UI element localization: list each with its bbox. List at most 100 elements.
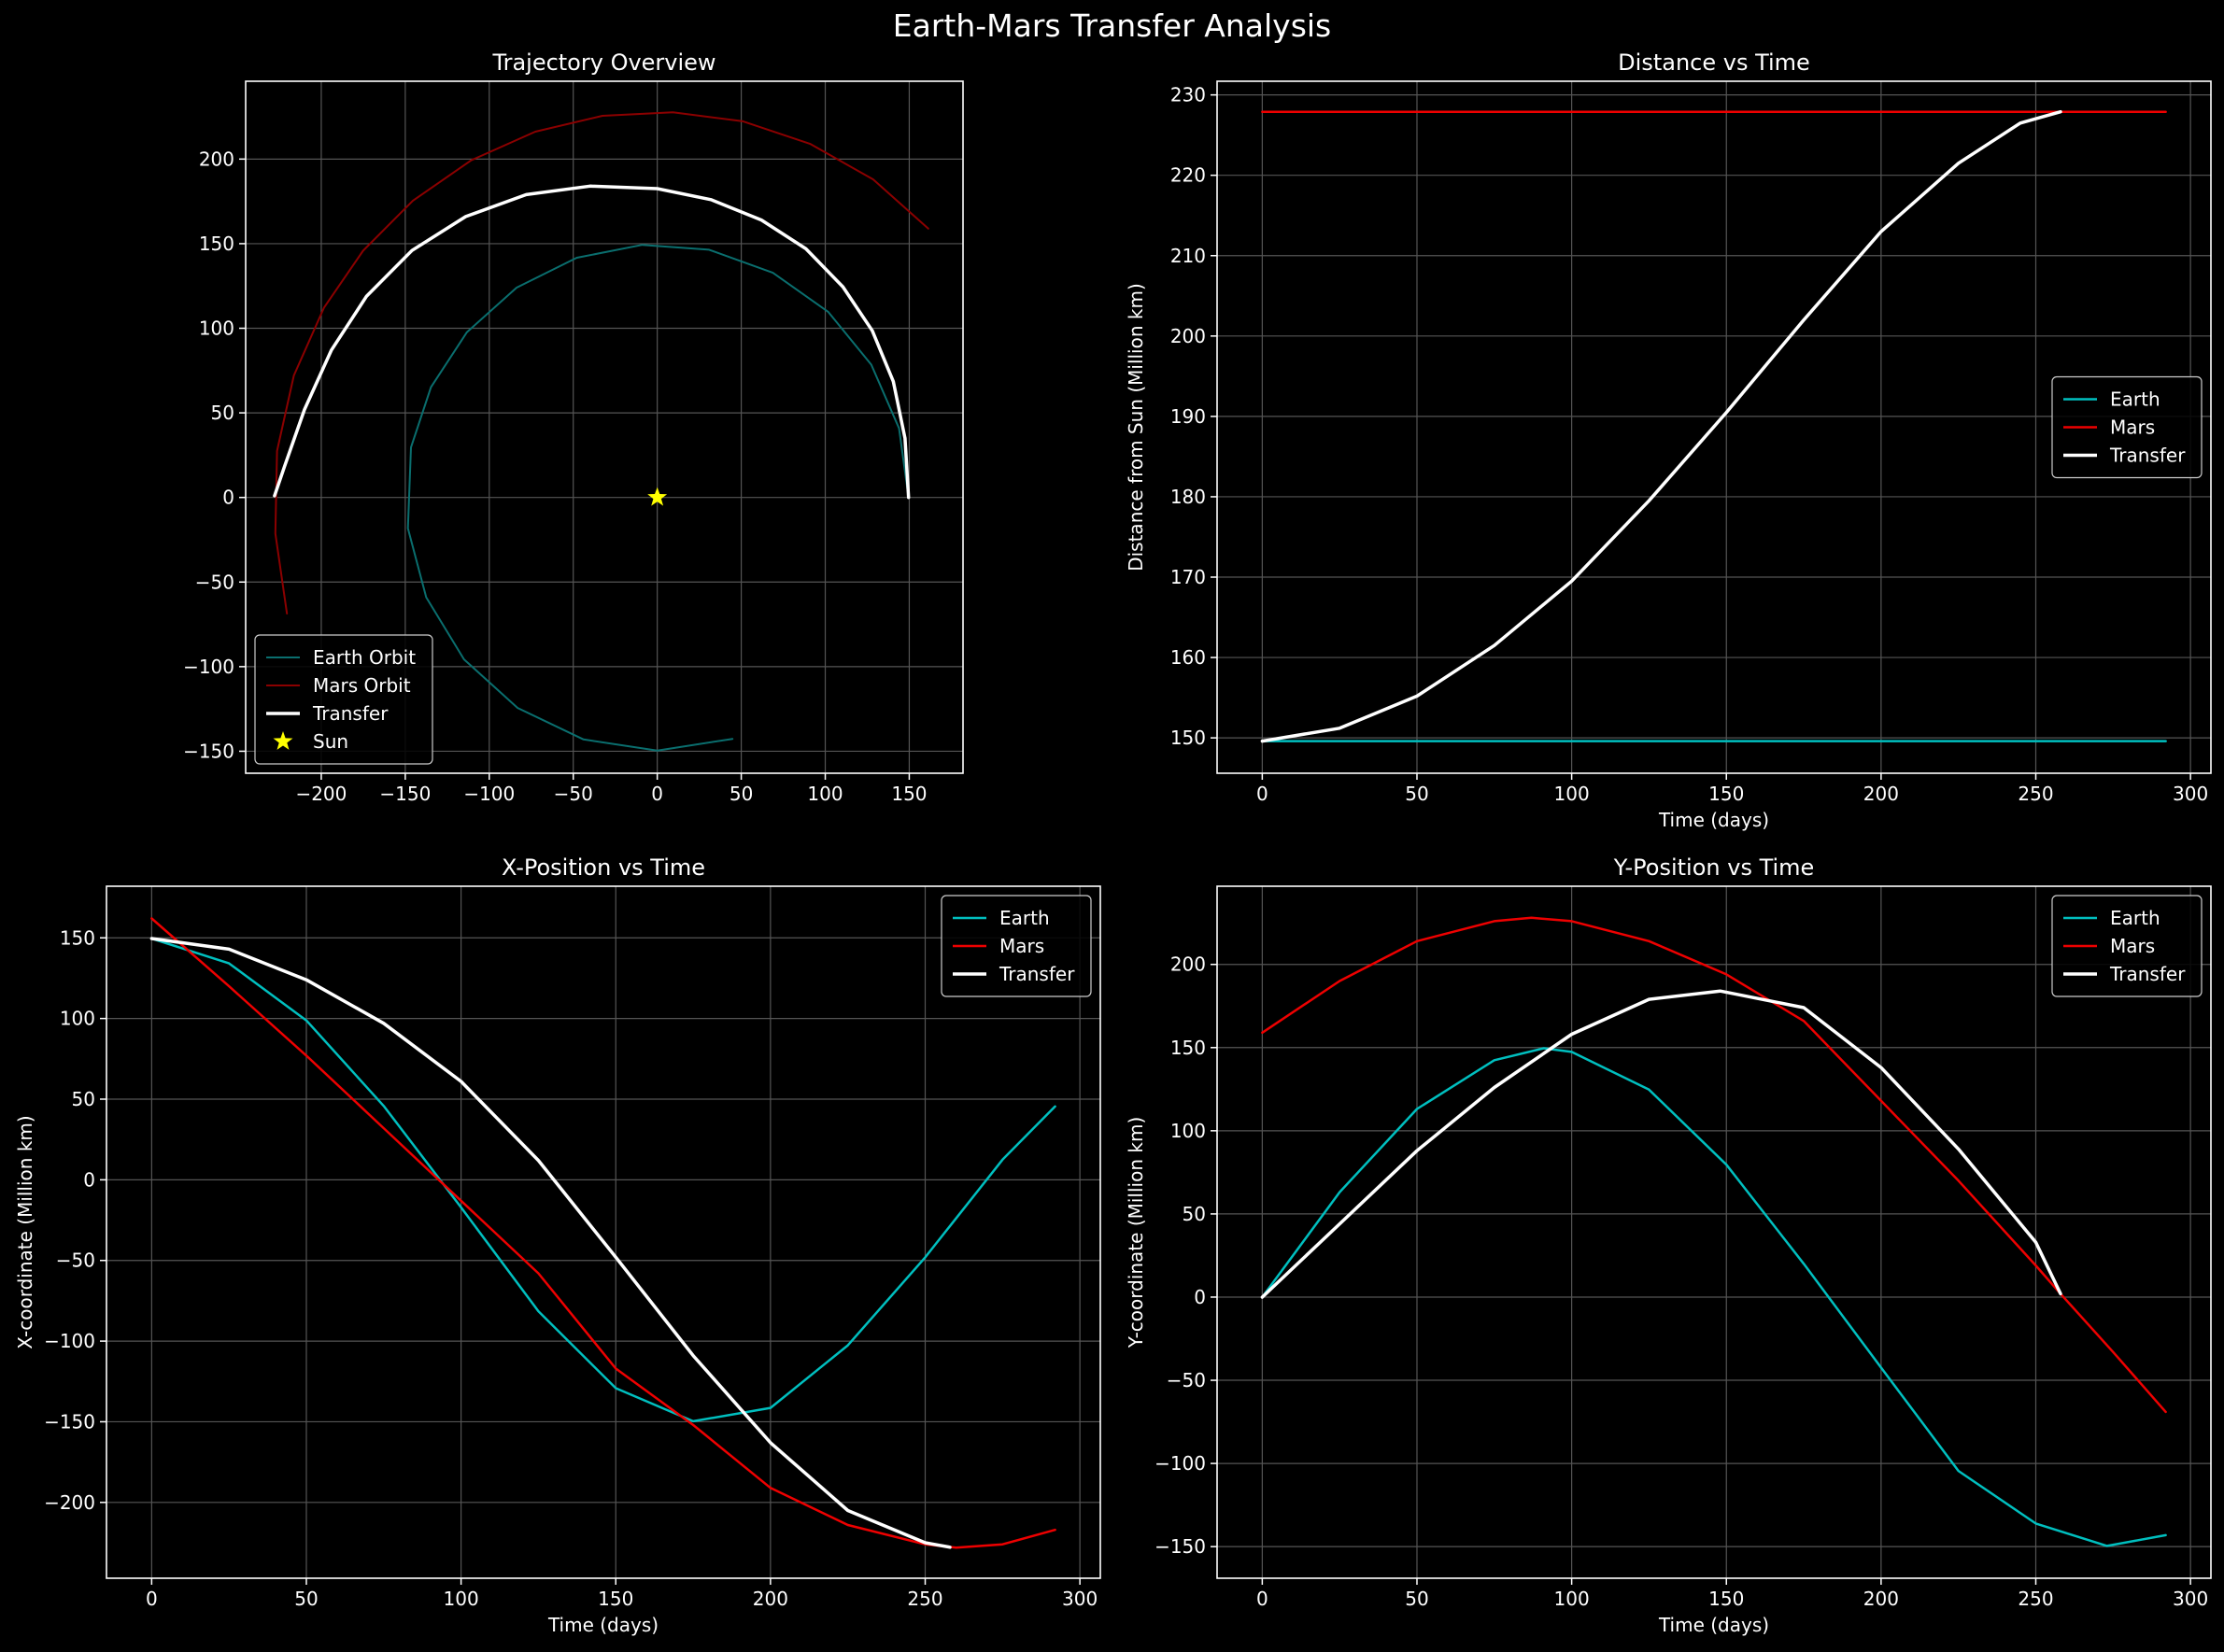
y-tick-label: −150 <box>183 740 234 762</box>
y-tick-label: 170 <box>1170 566 1206 588</box>
y-tick-label: 0 <box>222 487 234 509</box>
y-tick-label: 100 <box>199 318 234 340</box>
y-tick-label: 220 <box>1170 164 1206 187</box>
legend-label: Sun <box>313 730 348 753</box>
legend-label: Transfer <box>312 702 389 725</box>
y-tick-label: −100 <box>183 656 234 678</box>
legend-box <box>2051 895 2203 997</box>
x-tick-label: 300 <box>2173 783 2208 805</box>
chart-distance: 0 50 100 150 200 250 300 150 160 170 180 190 200 210 2… <box>1125 49 2212 831</box>
x-tick-label: 0 <box>1256 783 1268 805</box>
x-tick-label: 300 <box>2173 1588 2208 1610</box>
y-axis-label: Distance from Sun (Million km) <box>1125 283 1147 572</box>
x-tick-label: 0 <box>146 1588 158 1610</box>
legend-label: Earth <box>2110 388 2160 411</box>
y-axis-label: Y-coordinate (Million km) <box>1125 1117 1147 1349</box>
y-tick-label: 180 <box>1170 486 1206 508</box>
series-earth-line <box>150 937 1056 1423</box>
chart-y_position: 0 50 100 150 200 250 300 −150 −100 −50 0 50 100 150 20… <box>1125 854 2212 1636</box>
legend: Earth Mars Transfer <box>941 895 1092 997</box>
x-tick-label: 200 <box>1863 783 1899 805</box>
x-tick-label: 100 <box>1554 783 1590 805</box>
x-tick-label: 200 <box>753 1588 788 1610</box>
x-tick-label: −150 <box>379 783 431 805</box>
legend-box <box>254 634 433 765</box>
series-earth-orbit-line <box>406 244 910 752</box>
x-tick-label: 100 <box>444 1588 479 1610</box>
axes-frame <box>245 80 964 774</box>
x-tick-label: −50 <box>554 783 593 805</box>
legend-label: Transfer <box>999 963 1075 985</box>
y-tick-label: −150 <box>1154 1535 1206 1558</box>
y-tick-label: 150 <box>199 233 234 255</box>
panel-title: Distance vs Time <box>1618 49 1810 76</box>
series-transfer-line <box>1260 989 2062 1299</box>
legend-label: Mars <box>999 935 1044 957</box>
panel-title: Y-Position vs Time <box>1613 854 1815 881</box>
y-tick-label: 160 <box>1170 646 1206 669</box>
series-transfer-line <box>149 937 952 1549</box>
legend-label: Transfer <box>2109 963 2186 985</box>
y-tick-label: −200 <box>44 1491 95 1514</box>
y-tick-label: 150 <box>60 926 95 949</box>
x-tick-label: 150 <box>598 1588 633 1610</box>
axes-frame <box>106 885 1101 1579</box>
y-axis-label: X-coordinate (Million km) <box>14 1115 36 1348</box>
x-tick-label: 100 <box>807 783 843 805</box>
legend-label: Mars Orbit <box>313 674 411 697</box>
y-tick-label: 210 <box>1170 245 1206 267</box>
y-tick-label: 50 <box>1183 1203 1206 1225</box>
chart-trajectory: −200 −150 −100 −50 0 50 100 150 −150 −100 −50 0 50 10… <box>183 49 964 805</box>
y-tick-label: −50 <box>195 571 234 593</box>
series-mars-line <box>150 917 1056 1549</box>
x-tick-label: 50 <box>294 1588 318 1610</box>
y-tick-label: −100 <box>1154 1452 1206 1475</box>
x-tick-label: 0 <box>1256 1588 1268 1610</box>
y-tick-label: 50 <box>211 402 234 424</box>
x-tick-label: 150 <box>1708 1588 1744 1610</box>
x-axis-label: Time (days) <box>1658 809 1769 831</box>
y-tick-label: 200 <box>199 148 234 170</box>
x-axis-label: Time (days) <box>1658 1614 1769 1636</box>
x-tick-label: 250 <box>2018 1588 2053 1610</box>
y-tick-label: 230 <box>1170 84 1206 106</box>
series-mars-orbit-line <box>274 111 929 614</box>
legend: Earth Orbit Mars Orbit Transfer Sun <box>254 634 433 765</box>
y-tick-label: −100 <box>44 1330 95 1352</box>
series-mars-line <box>1261 916 2167 1414</box>
x-tick-label: −100 <box>463 783 515 805</box>
panel-title: Trajectory Overview <box>491 49 715 76</box>
sun-marker <box>647 487 668 506</box>
x-tick-label: 50 <box>1405 783 1428 805</box>
chart-x_position: 0 50 100 150 200 250 300 −200 −150 −100 −50 0 50 100 1… <box>14 854 1101 1636</box>
x-tick-label: 150 <box>1708 783 1744 805</box>
plot-area <box>273 111 929 752</box>
legend-sun-marker <box>273 731 293 750</box>
legend-label: Transfer <box>2109 445 2186 467</box>
legend: Earth Mars Transfer <box>2051 895 2203 997</box>
x-tick-label: 50 <box>1405 1588 1428 1610</box>
y-tick-label: 200 <box>1170 325 1206 347</box>
x-tick-label: 150 <box>891 783 927 805</box>
x-tick-label: −200 <box>295 783 347 805</box>
y-tick-label: 200 <box>1170 953 1206 976</box>
y-tick-label: 150 <box>1170 727 1206 749</box>
legend-label: Mars <box>2110 935 2155 957</box>
x-tick-label: 50 <box>730 783 753 805</box>
panel-title: X-Position vs Time <box>502 854 705 881</box>
x-tick-label: 200 <box>1863 1588 1899 1610</box>
y-tick-label: 150 <box>1170 1037 1206 1059</box>
y-tick-label: 0 <box>1194 1286 1206 1308</box>
x-tick-label: 0 <box>651 783 663 805</box>
x-tick-label: 300 <box>1062 1588 1098 1610</box>
axes-frame <box>1216 885 2212 1579</box>
y-tick-label: 50 <box>72 1088 95 1110</box>
y-tick-label: 190 <box>1170 405 1206 428</box>
plot-area <box>1260 109 2167 743</box>
plot-area <box>1260 916 2167 1547</box>
y-tick-label: 0 <box>83 1168 95 1191</box>
series-earth-line <box>1261 1047 2167 1547</box>
y-tick-label: −50 <box>1167 1369 1206 1391</box>
x-tick-label: 250 <box>2018 783 2053 805</box>
y-tick-label: 100 <box>60 1008 95 1030</box>
